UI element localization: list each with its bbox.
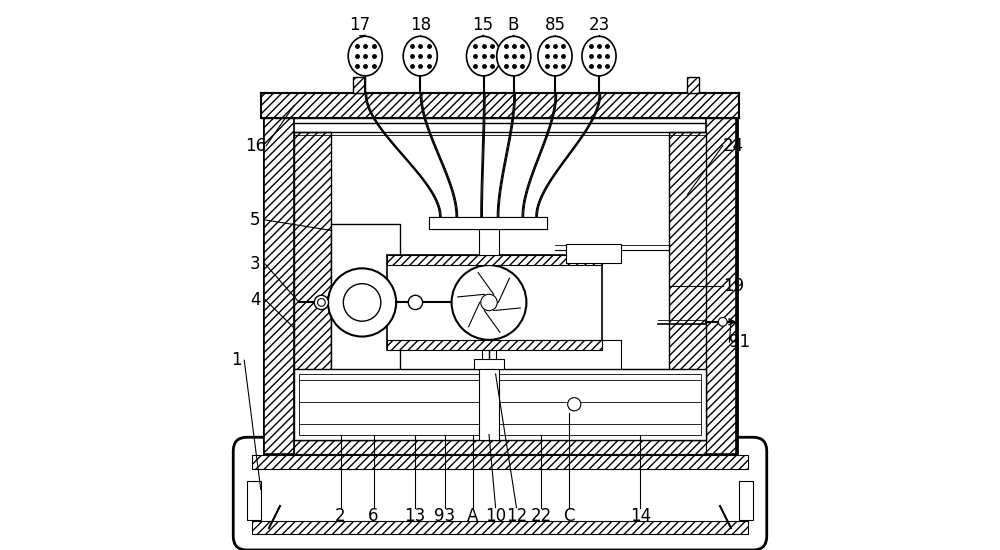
Ellipse shape (538, 36, 572, 76)
Bar (299, 374, 701, 434)
Bar (479, 368, 499, 440)
Bar (739, 481, 753, 520)
Ellipse shape (403, 36, 437, 76)
Bar (294, 368, 706, 440)
Text: 2: 2 (335, 507, 346, 525)
Ellipse shape (348, 36, 382, 76)
Bar (264, 94, 736, 454)
Text: 1: 1 (231, 351, 241, 369)
Text: 14: 14 (630, 507, 651, 525)
Text: 19: 19 (723, 277, 744, 295)
Text: 23: 23 (588, 16, 610, 34)
Bar (264, 94, 294, 454)
Text: 6: 6 (368, 507, 379, 525)
Text: C: C (563, 507, 574, 525)
Bar (252, 521, 748, 534)
Circle shape (481, 294, 497, 311)
Text: 3: 3 (250, 255, 261, 273)
Bar (294, 132, 331, 440)
Text: B: B (508, 16, 519, 34)
Bar (387, 255, 602, 350)
Text: 85: 85 (544, 16, 566, 34)
Bar (479, 219, 499, 255)
Bar (294, 440, 706, 454)
Circle shape (568, 398, 581, 411)
Text: A: A (467, 507, 478, 525)
Ellipse shape (466, 36, 501, 76)
Text: 5: 5 (250, 211, 260, 229)
Ellipse shape (582, 36, 616, 76)
Text: 24: 24 (723, 137, 744, 155)
Circle shape (318, 299, 325, 306)
Bar (428, 217, 547, 229)
Bar (387, 255, 602, 265)
Text: 10: 10 (485, 507, 506, 525)
Bar (428, 217, 547, 229)
Text: 18: 18 (410, 16, 431, 34)
Text: 16: 16 (245, 137, 266, 155)
Bar (474, 359, 504, 369)
Bar (252, 455, 748, 469)
Bar (331, 224, 400, 440)
Circle shape (314, 295, 329, 310)
Bar (353, 77, 365, 94)
Bar (247, 481, 261, 520)
Circle shape (718, 317, 727, 326)
Text: 12: 12 (506, 507, 527, 525)
Ellipse shape (497, 36, 531, 76)
Text: 4: 4 (250, 291, 260, 309)
Bar (706, 94, 736, 454)
Bar (261, 94, 739, 118)
Text: 22: 22 (531, 507, 552, 525)
FancyBboxPatch shape (233, 437, 767, 550)
Bar (669, 132, 706, 440)
Circle shape (452, 265, 526, 340)
Circle shape (408, 295, 423, 310)
Bar (566, 244, 621, 263)
Bar (687, 77, 699, 94)
Text: 91: 91 (729, 333, 750, 351)
Text: 93: 93 (434, 507, 456, 525)
Text: 15: 15 (472, 16, 493, 34)
Text: 17: 17 (349, 16, 370, 34)
Text: 13: 13 (404, 507, 425, 525)
Bar (387, 340, 602, 350)
Circle shape (328, 268, 396, 337)
Circle shape (343, 284, 381, 321)
